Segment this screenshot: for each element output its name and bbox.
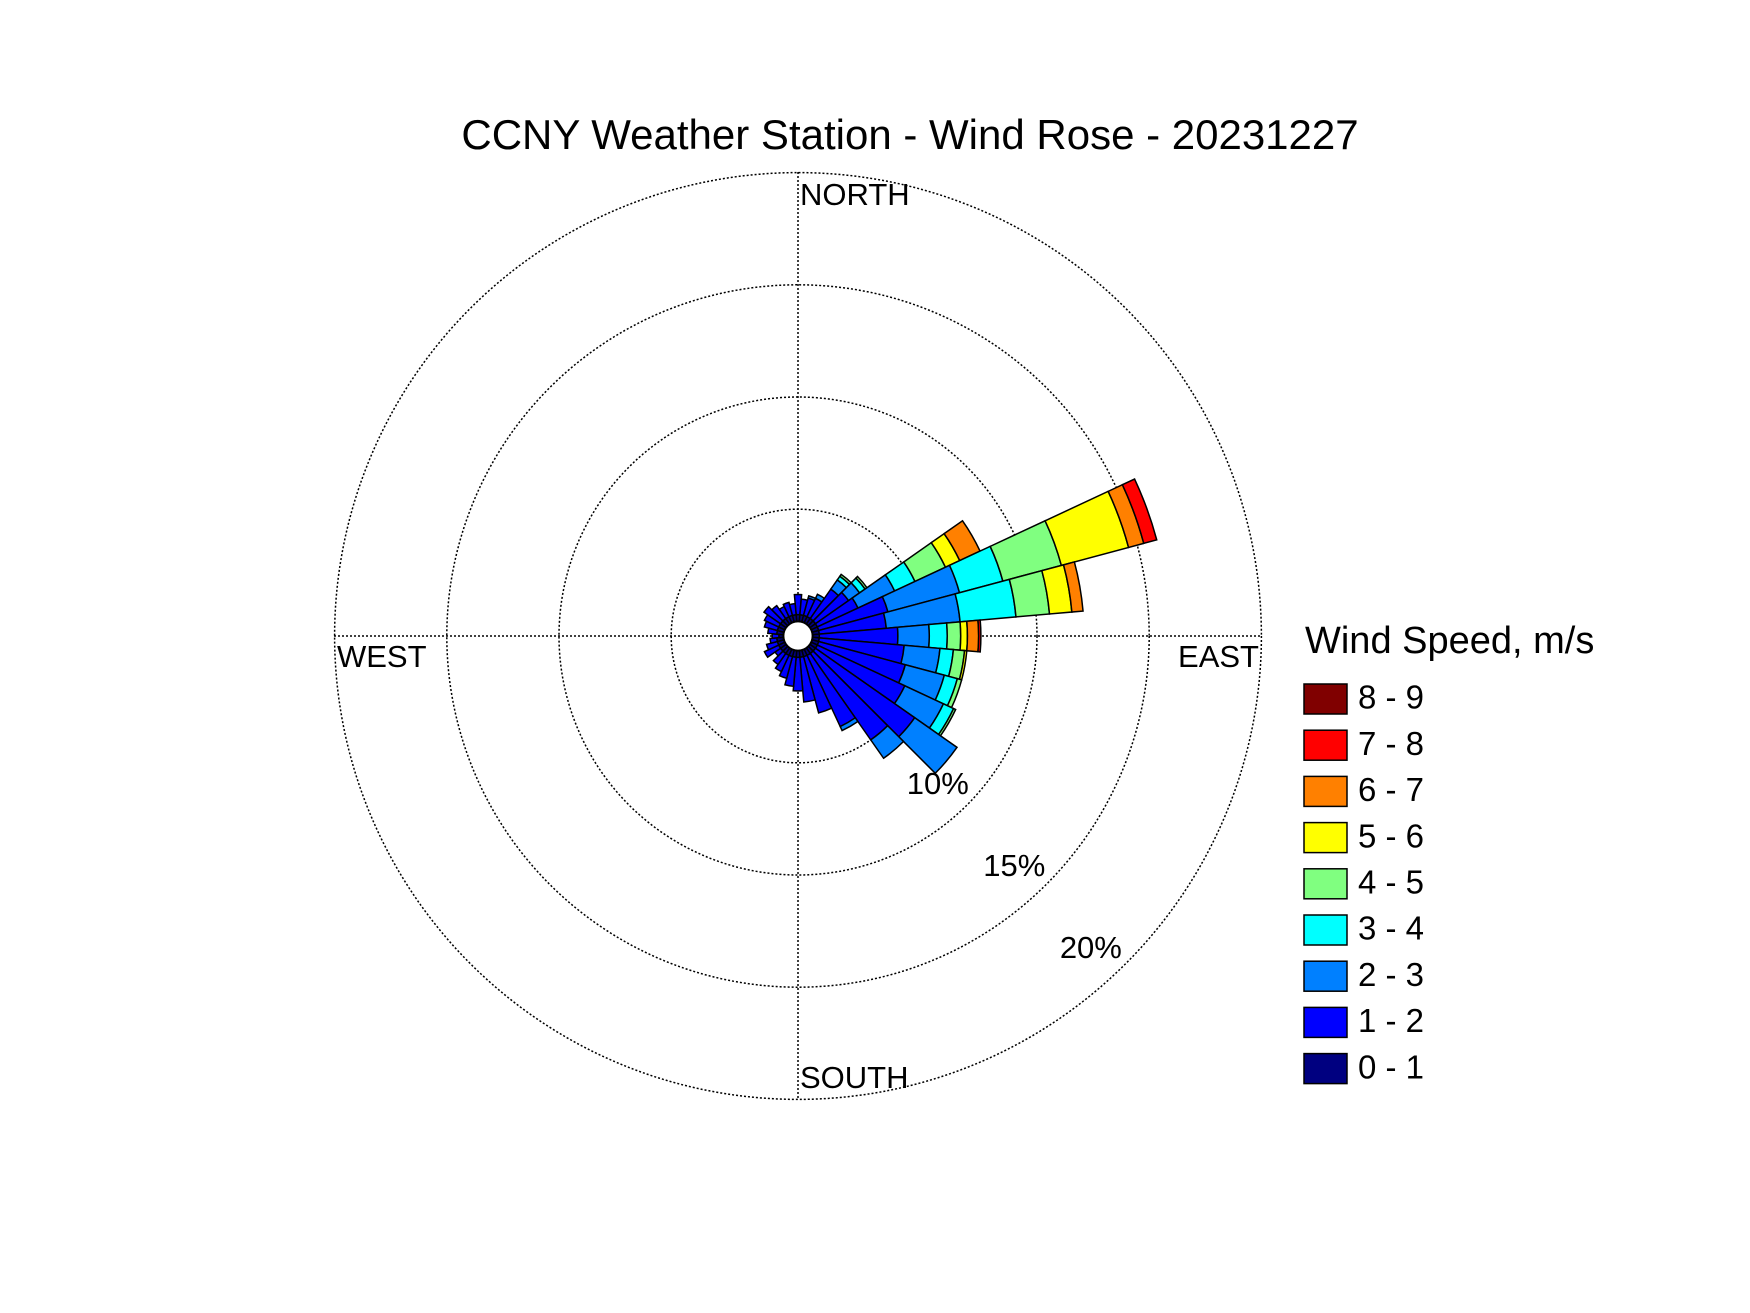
grid-ring — [333, 171, 1263, 1101]
petal-segment — [959, 620, 969, 652]
petal-segment — [839, 716, 859, 732]
legend-swatch — [1303, 960, 1348, 992]
compass-label: NORTH — [800, 177, 910, 212]
legend-title: Wind Speed, m/s — [1305, 620, 1594, 662]
petal-segment — [784, 655, 797, 688]
petal-segment — [927, 622, 948, 650]
petal-segment — [799, 655, 817, 703]
petal-segment — [945, 621, 962, 651]
petal-segment — [763, 644, 782, 659]
petal-segment — [774, 652, 790, 673]
petal-segment — [769, 637, 779, 645]
legend-swatch — [1303, 1052, 1348, 1085]
petal-segment — [802, 654, 833, 714]
petal-segment — [869, 724, 905, 760]
r-tick-label: 15% — [983, 848, 1045, 883]
legend-label: 7 - 8 — [1358, 725, 1424, 762]
legend-label: 2 - 3 — [1358, 956, 1424, 993]
legend-swatch — [1303, 868, 1348, 900]
petal-segment — [788, 602, 797, 617]
legend-swatch — [1303, 683, 1348, 715]
petal-segment — [1062, 561, 1084, 613]
r-tick-label: 20% — [1060, 930, 1122, 965]
legend-swatch — [1303, 729, 1348, 761]
petal-segment — [772, 650, 787, 666]
petal-segment — [765, 640, 780, 651]
legend-label: 5 - 6 — [1358, 817, 1424, 854]
compass-label: WEST — [337, 639, 427, 674]
petal-segment — [770, 604, 787, 622]
legend-label: 6 - 7 — [1358, 771, 1424, 808]
petal-segment — [977, 619, 982, 653]
legend-label: 1 - 2 — [1358, 1002, 1424, 1039]
center-hole — [782, 620, 814, 652]
legend-label: 3 - 4 — [1358, 910, 1424, 947]
petal-segment — [782, 601, 794, 618]
grid-ring — [446, 284, 1150, 988]
compass-label: SOUTH — [800, 1060, 909, 1095]
grid-ring — [558, 396, 1038, 876]
chart-title: CCNY Weather Station - Wind Rose - 20231… — [461, 111, 1358, 158]
legend-label: 0 - 1 — [1358, 1048, 1424, 1085]
petal-segment — [1121, 478, 1158, 545]
legend-swatch — [1303, 914, 1348, 946]
petal-segment — [965, 619, 980, 653]
legend-swatch — [1303, 775, 1348, 808]
legend-swatch — [1303, 821, 1348, 854]
legend-label: 4 - 5 — [1358, 864, 1424, 901]
compass-label: EAST — [1178, 639, 1259, 674]
petal-segment — [897, 716, 959, 775]
petal-segment — [762, 605, 784, 625]
legend-label: 8 - 9 — [1358, 679, 1424, 716]
legend-swatch — [1303, 1006, 1348, 1039]
r-tick-label: 10% — [907, 766, 969, 801]
petal-segment — [778, 654, 794, 680]
petal-segment — [896, 623, 931, 649]
